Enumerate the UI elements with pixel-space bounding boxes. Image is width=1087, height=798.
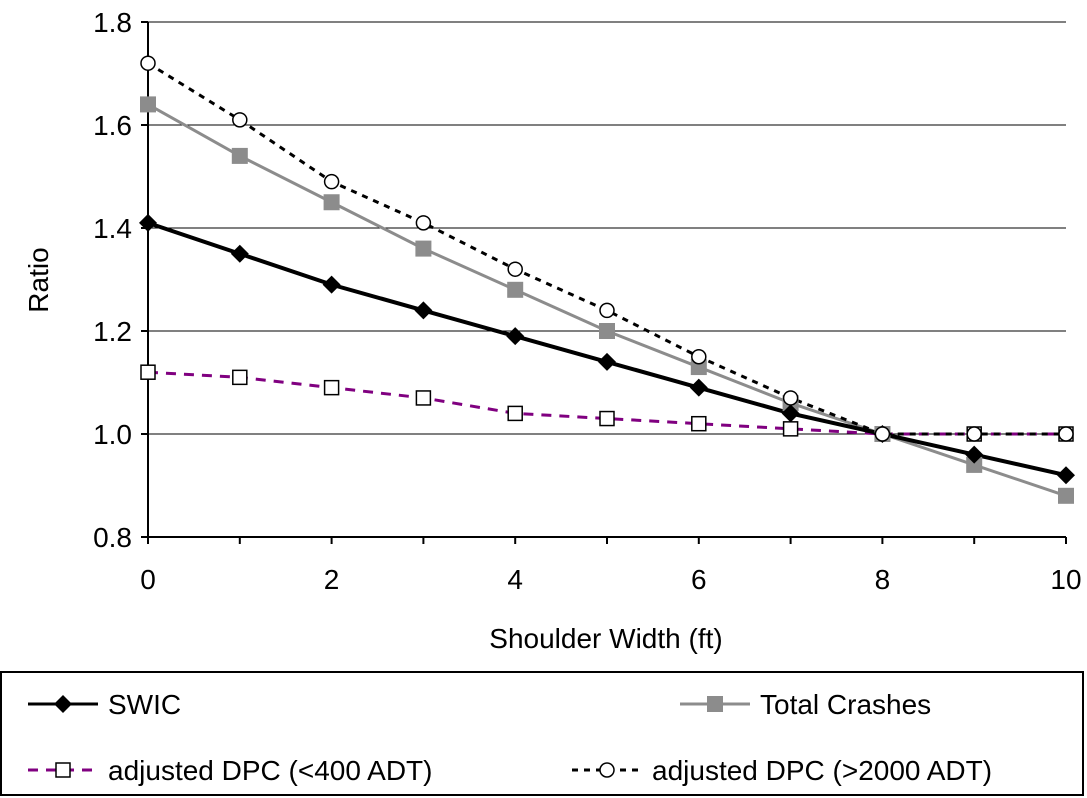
x-tick-label: 6 [691, 564, 707, 595]
y-tick-label: 1.8 [93, 7, 132, 38]
legend-item-1: Total Crashes [680, 689, 931, 720]
data-point-square [231, 147, 248, 164]
legend-label: adjusted DPC (<400 ADT) [108, 755, 433, 786]
y-tick-labels: 0.8 1.0 1.2 1.4 1.6 1.8 [93, 7, 132, 553]
data-point-square [140, 96, 156, 113]
data-point-square [707, 696, 723, 712]
data-point-open-circle [691, 349, 707, 365]
y-tick-label: 1.6 [93, 110, 132, 141]
data-point-open-square [599, 410, 615, 427]
data-point-open-square [232, 369, 248, 386]
grid-lines [148, 21, 1066, 538]
data-point-open-square [55, 762, 71, 778]
y-tick-label: 0.8 [93, 522, 132, 553]
x-tick-label: 8 [875, 564, 891, 595]
data-point-open-circle [415, 215, 432, 231]
data-point-open-square [415, 390, 432, 406]
x-tick-label: 10 [1050, 564, 1081, 595]
series-markers-0 [139, 213, 1075, 485]
series-markers-2 [140, 364, 1074, 442]
data-point-open-circle [782, 390, 799, 406]
data-point-diamond [139, 213, 157, 232]
data-point-square [966, 456, 983, 473]
data-point-square [323, 194, 340, 211]
y-tick-label: 1.0 [93, 419, 132, 450]
legend-label: Total Crashes [760, 689, 931, 720]
series-group [139, 55, 1075, 504]
legend: SWIC Total Crashes adjusted DPC (<400 ADT)… [0, 671, 1084, 796]
data-point-diamond [506, 327, 525, 346]
data-point-open-circle [966, 426, 982, 442]
x-tick-label: 0 [140, 564, 156, 595]
data-point-diamond [322, 275, 341, 294]
data-point-diamond [689, 378, 708, 397]
y-tick-label: 1.2 [93, 316, 132, 347]
data-point-diamond [414, 301, 433, 320]
data-point-open-square [140, 364, 156, 380]
series-line-3 [147, 61, 1066, 436]
data-point-open-circle [140, 55, 156, 71]
series-line-2 [147, 370, 1066, 436]
data-point-diamond [965, 445, 984, 464]
legend-item-3: adjusted DPC (>2000 ADT) [572, 755, 992, 786]
data-point-diamond [230, 244, 249, 263]
data-point-square [599, 323, 615, 339]
data-point-diamond [54, 695, 72, 713]
data-point-open-square [691, 415, 707, 432]
data-point-square [507, 281, 524, 298]
series-line-0 [147, 220, 1067, 478]
data-point-open-circle [1058, 426, 1074, 442]
legend-label: SWIC [108, 689, 181, 720]
legend-frame [0, 671, 1084, 796]
data-point-diamond [598, 352, 616, 371]
axes [141, 21, 1067, 544]
data-point-open-circle [507, 261, 523, 277]
data-point-open-circle [599, 762, 615, 778]
data-point-open-square [323, 379, 340, 396]
data-point-open-circle [599, 302, 615, 319]
x-tick-label: 2 [324, 564, 340, 595]
x-tick-labels: 0 2 4 6 8 10 [140, 564, 1081, 595]
series-markers-1 [140, 96, 1074, 504]
legend-item-2: adjusted DPC (<400 ADT) [28, 755, 433, 786]
data-point-open-square [782, 421, 799, 437]
data-point-diamond [781, 404, 800, 423]
legend-label: adjusted DPC (>2000 ADT) [652, 755, 992, 786]
x-axis-title: Shoulder Width (ft) [489, 623, 722, 654]
data-point-open-circle [323, 173, 340, 190]
y-axis-title: Ratio [23, 247, 54, 312]
data-point-open-square [507, 405, 523, 422]
data-point-open-circle [232, 112, 248, 128]
legend-item-0: SWIC [28, 689, 181, 720]
x-tick-label: 4 [507, 564, 523, 595]
data-point-square [1058, 487, 1074, 504]
data-point-square [415, 240, 432, 257]
data-point-open-circle [874, 426, 891, 442]
series-markers-3 [140, 55, 1074, 442]
y-tick-label: 1.4 [93, 213, 132, 244]
series-line-1 [147, 103, 1067, 498]
data-point-diamond [1057, 466, 1075, 485]
